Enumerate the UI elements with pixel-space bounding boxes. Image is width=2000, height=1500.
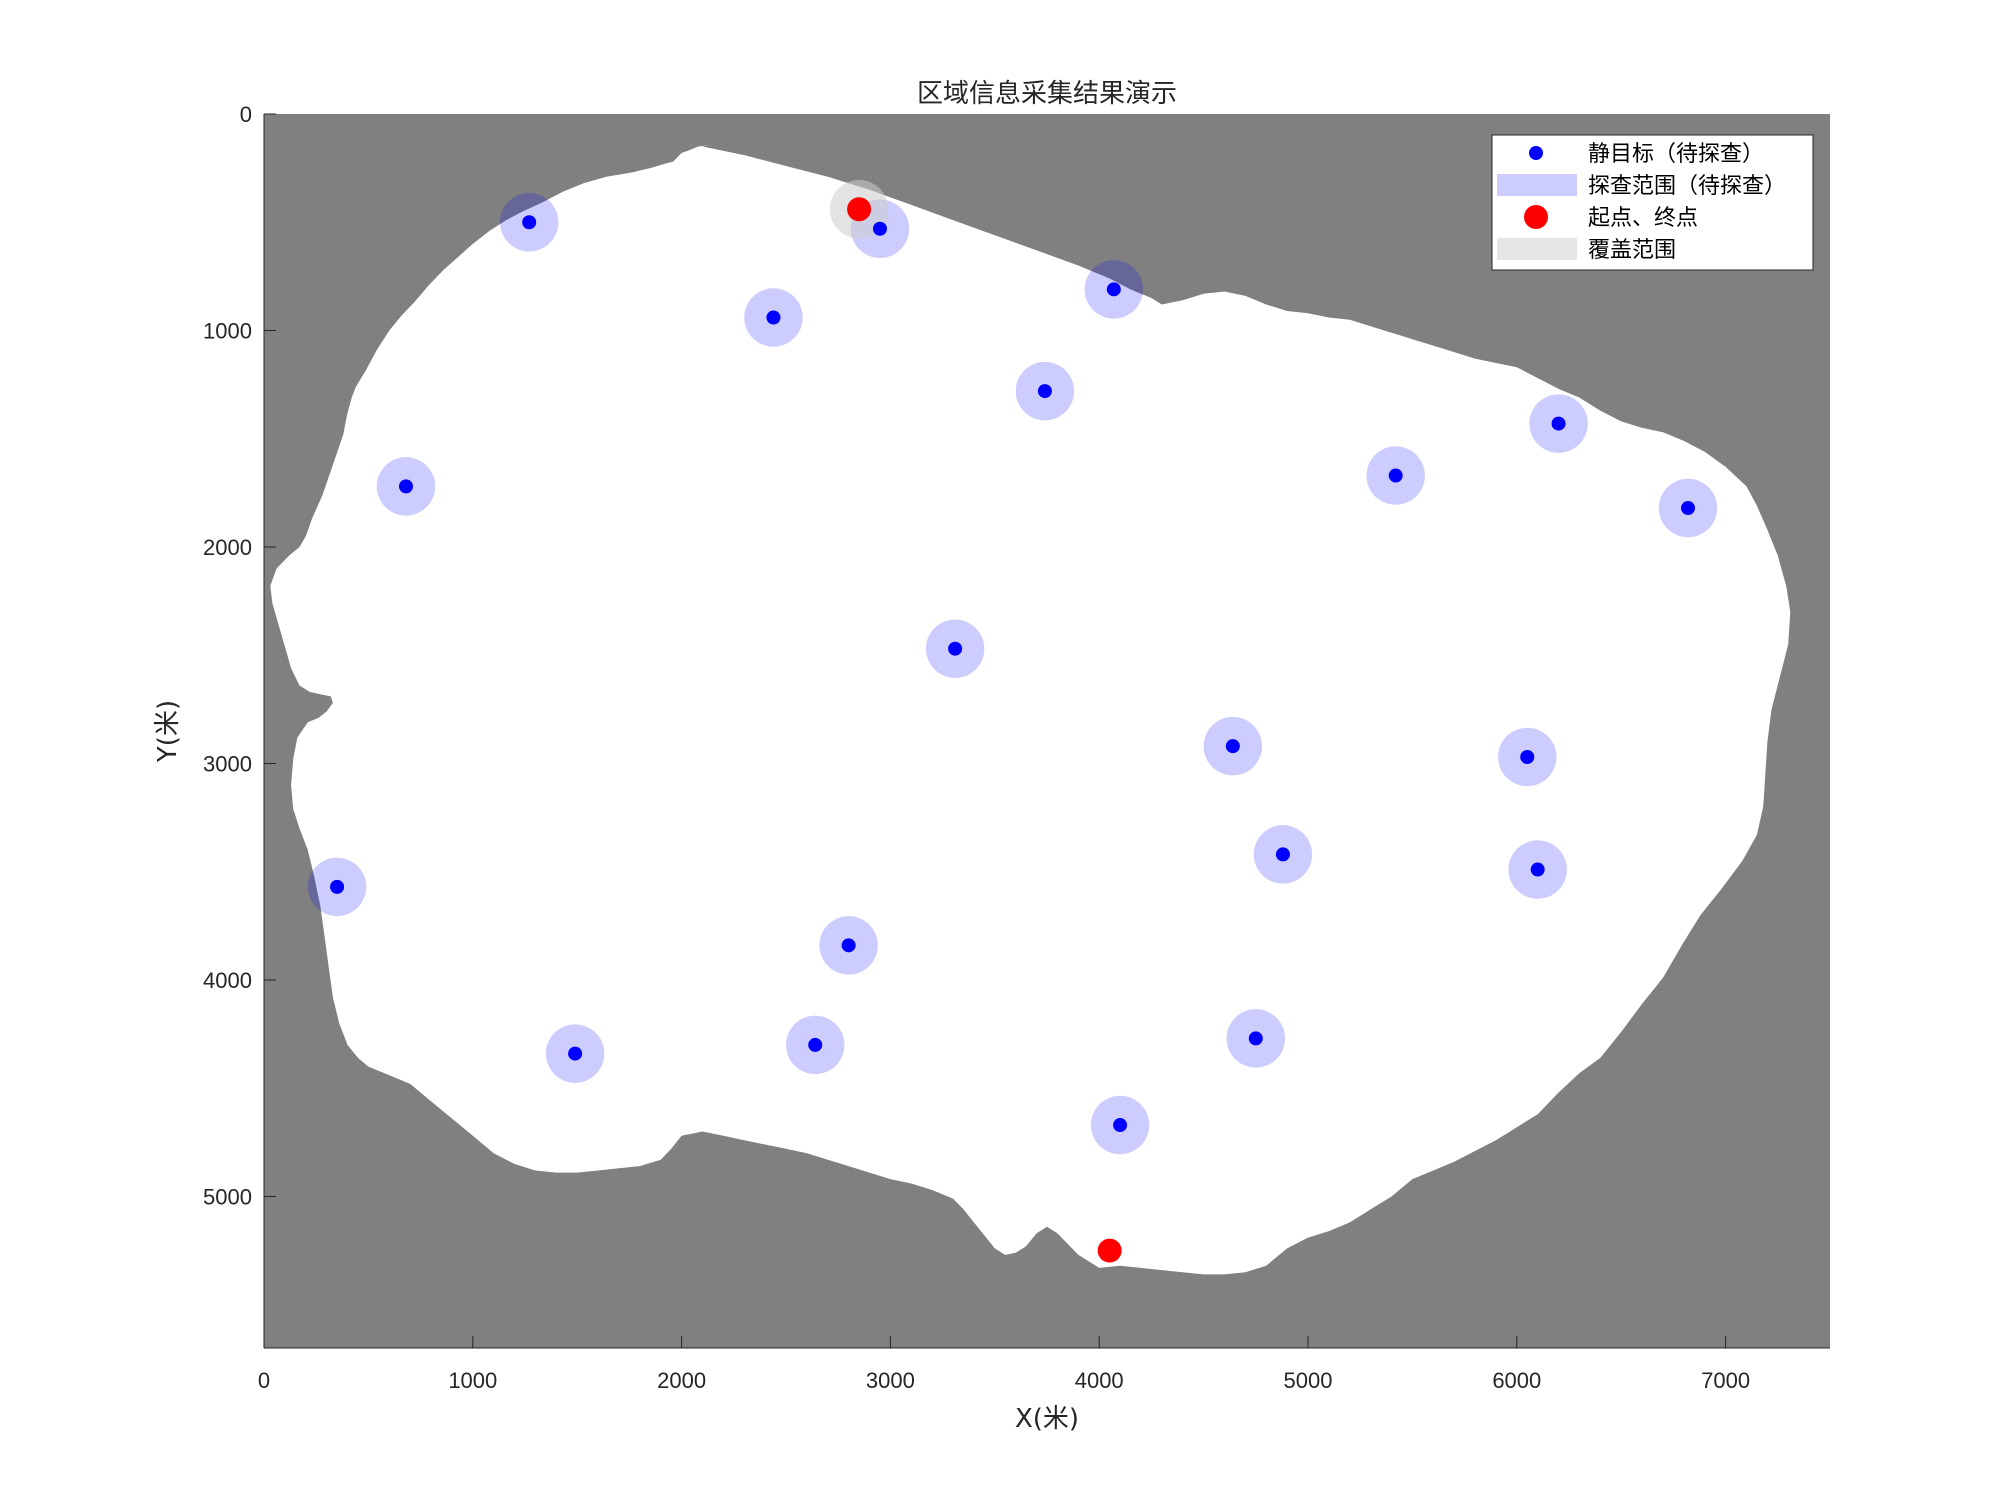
legend-coverage-patch [1497, 238, 1577, 260]
target-point [948, 641, 963, 656]
y-tick-label: 1000 [203, 318, 252, 343]
y-tick-label: 0 [240, 102, 252, 127]
target-point [1530, 862, 1545, 877]
legend-label: 探查范围（待探查） [1588, 174, 1786, 199]
chart-title: 区域信息采集结果演示 [917, 79, 1177, 109]
target-point [872, 221, 887, 236]
legend-range-patch [1497, 174, 1577, 196]
target-point [808, 1037, 823, 1052]
target-point [1106, 282, 1121, 297]
legend-label: 覆盖范围 [1588, 238, 1676, 263]
plot-area [264, 114, 1830, 1348]
x-tick-label: 0 [258, 1368, 270, 1393]
y-tick-label: 2000 [203, 535, 252, 560]
target-point [398, 479, 413, 494]
target-point [1551, 416, 1566, 431]
y-tick-label: 5000 [203, 1184, 252, 1209]
targets-layer [330, 215, 1696, 1133]
end-point [1097, 1238, 1122, 1263]
target-point [1248, 1031, 1263, 1046]
legend-target-marker [1529, 146, 1543, 160]
target-point [1225, 739, 1240, 754]
target-point [522, 215, 537, 230]
detection-ranges-layer [307, 193, 1718, 1155]
start-point [847, 197, 872, 222]
target-point [1681, 501, 1696, 516]
x-axis: 0 1000 2000 3000 4000 5000 6000 7000 [258, 1336, 1830, 1393]
x-tick-label: 3000 [866, 1368, 915, 1393]
target-point [568, 1046, 583, 1061]
legend-endpoint-marker [1524, 205, 1548, 229]
target-point [1275, 847, 1290, 862]
target-point [766, 310, 781, 325]
y-tick-label: 3000 [203, 751, 252, 776]
x-tick-label: 2000 [657, 1368, 706, 1393]
start-end-layer [847, 197, 1122, 1263]
x-axis-label: X(米) [1015, 1404, 1079, 1434]
target-point [1388, 468, 1403, 483]
legend-label: 起点、终点 [1588, 206, 1698, 231]
x-tick-label: 7000 [1701, 1368, 1750, 1393]
island-region [270, 145, 1791, 1275]
target-point [1520, 749, 1535, 764]
y-axis: 0 1000 2000 3000 4000 5000 [203, 102, 276, 1348]
y-tick-label: 4000 [203, 968, 252, 993]
target-point [1037, 384, 1052, 399]
x-tick-label: 4000 [1075, 1368, 1124, 1393]
target-point [1113, 1118, 1128, 1133]
x-tick-label: 6000 [1492, 1368, 1541, 1393]
legend-label: 静目标（待探查） [1588, 142, 1764, 167]
x-tick-label: 5000 [1284, 1368, 1333, 1393]
x-tick-label: 1000 [448, 1368, 497, 1393]
target-point [330, 879, 345, 894]
y-axis-label: Y(米) [153, 700, 183, 763]
target-point [841, 938, 856, 953]
